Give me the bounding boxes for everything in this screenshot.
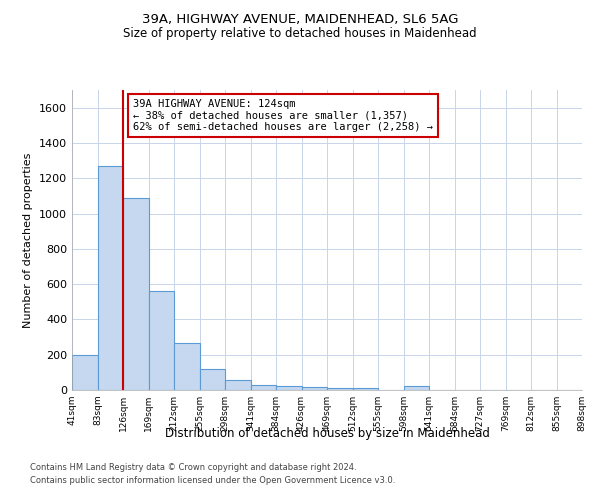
Bar (72, 354, 97, 390)
Bar (174, 343, 199, 390)
Bar (302, 388, 327, 390)
Text: 39A HIGHWAY AVENUE: 124sqm
← 38% of detached houses are smaller (1,357)
62% of s: 39A HIGHWAY AVENUE: 124sqm ← 38% of deta… (133, 99, 433, 132)
Bar (327, 388, 353, 390)
Bar (149, 291, 174, 390)
Y-axis label: Number of detached properties: Number of detached properties (23, 152, 34, 328)
Bar (123, 198, 149, 390)
Bar (251, 384, 276, 390)
Bar (199, 369, 225, 390)
Text: 39A, HIGHWAY AVENUE, MAIDENHEAD, SL6 5AG: 39A, HIGHWAY AVENUE, MAIDENHEAD, SL6 5AG (142, 12, 458, 26)
Bar (276, 386, 302, 390)
Text: Size of property relative to detached houses in Maidenhead: Size of property relative to detached ho… (123, 28, 477, 40)
Bar (404, 386, 429, 390)
Bar (225, 380, 251, 390)
Bar (97, 166, 123, 390)
Text: Distribution of detached houses by size in Maidenhead: Distribution of detached houses by size … (164, 428, 490, 440)
Bar (353, 388, 378, 390)
Text: Contains public sector information licensed under the Open Government Licence v3: Contains public sector information licen… (30, 476, 395, 485)
Text: Contains HM Land Registry data © Crown copyright and database right 2024.: Contains HM Land Registry data © Crown c… (30, 464, 356, 472)
